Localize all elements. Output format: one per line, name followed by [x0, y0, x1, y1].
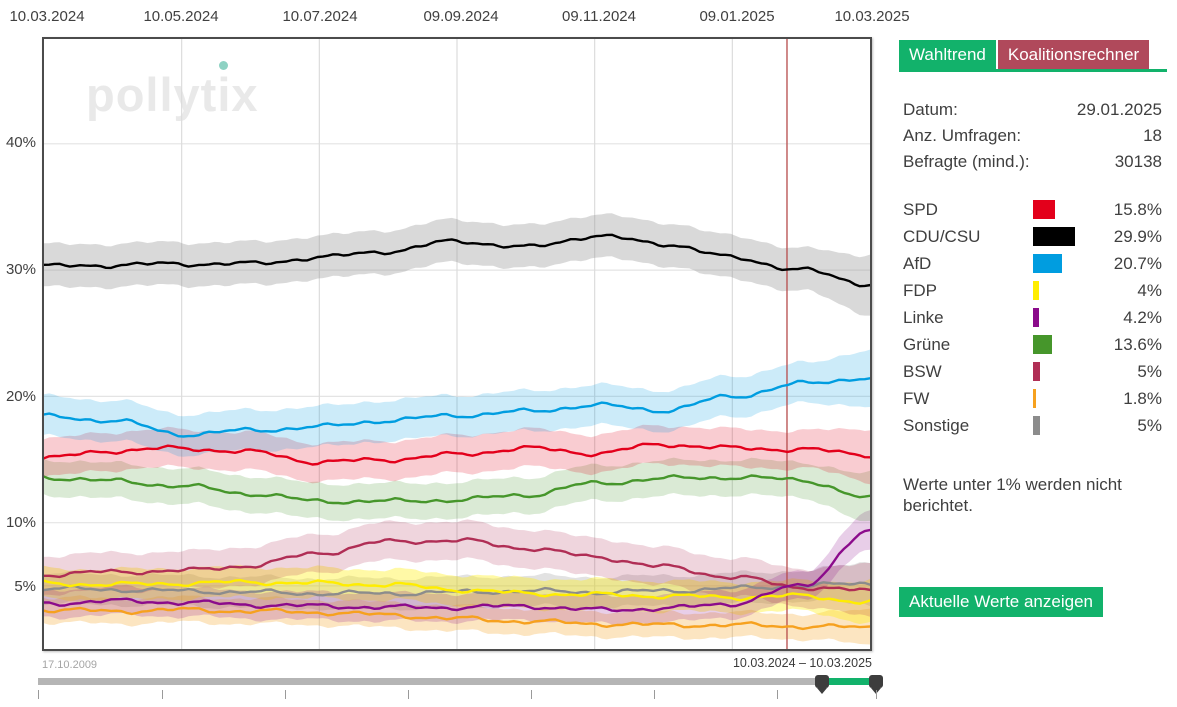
y-axis-label: 10% — [5, 514, 36, 531]
x-axis-label: 10.03.2024 — [9, 8, 85, 25]
slider-tick — [654, 690, 655, 699]
befragte-value: 30138 — [1114, 152, 1162, 171]
legend-row-bsw: BSW 5% — [903, 359, 1163, 386]
slider-tick — [162, 690, 163, 699]
slider-tick — [285, 690, 286, 699]
slider-handle-right[interactable] — [869, 675, 883, 694]
legend-row-sonstige: Sonstige 5% — [903, 413, 1163, 440]
party-color-swatch — [1033, 281, 1039, 300]
tab-koalitionsrechner[interactable]: Koalitionsrechner — [997, 40, 1150, 69]
party-name: Sonstige — [903, 416, 970, 435]
slider-tick — [408, 690, 409, 699]
trend-chart[interactable]: pollytix — [42, 37, 872, 651]
range-start-date: 17.10.2009 — [42, 659, 98, 671]
legend-row-fdp: FDP 4% — [903, 278, 1163, 305]
party-name: AfD — [903, 254, 932, 273]
party-color-swatch — [1033, 416, 1040, 435]
party-value: 5% — [1137, 416, 1162, 435]
party-value: 4.2% — [1123, 308, 1162, 327]
slider-tick — [531, 690, 532, 699]
party-name: SPD — [903, 200, 938, 219]
x-axis-label: 09.09.2024 — [423, 8, 499, 25]
legend-row-gruene: Grüne 13.6% — [903, 332, 1163, 359]
party-color-swatch — [1033, 254, 1062, 273]
party-color-swatch — [1033, 335, 1052, 354]
pollytix-watermark: pollytix — [86, 61, 259, 121]
party-value: 15.8% — [1113, 200, 1162, 219]
x-axis-label: 09.11.2024 — [562, 8, 636, 25]
umfragen-value: 18 — [1143, 126, 1162, 145]
party-name: FDP — [903, 281, 937, 300]
legend-row-spd: SPD 15.8% — [903, 197, 1163, 224]
party-name: Grüne — [903, 335, 951, 354]
logo-i-with-accent-dot: i — [217, 61, 232, 121]
reporting-note: Werte unter 1% werden nicht berichtet. — [903, 475, 1122, 515]
datum-label: Datum: — [903, 100, 958, 119]
y-axis-label: 5% — [14, 578, 36, 595]
x-axis-label: 09.01.2025 — [699, 8, 775, 25]
x-axis-label: 10.05.2024 — [143, 8, 219, 25]
time-range-slider[interactable] — [38, 675, 883, 694]
party-value: 13.6% — [1113, 335, 1162, 354]
party-value: 5% — [1137, 362, 1162, 381]
slider-tick — [876, 690, 877, 699]
x-axis-label: 10.07.2024 — [282, 8, 358, 25]
party-color-swatch — [1033, 227, 1075, 246]
party-name: FW — [903, 389, 930, 408]
party-color-swatch — [1033, 308, 1039, 327]
party-color-swatch — [1033, 200, 1055, 219]
befragte-label: Befragte (mind.): — [903, 152, 1030, 171]
slider-tick — [38, 690, 39, 699]
legend-row-afd: AfD 20.7% — [903, 251, 1163, 278]
x-axis-label: 10.03.2025 — [834, 8, 910, 25]
legend-row-cducsu: CDU/CSU 29.9% — [903, 224, 1163, 251]
info-row-datum: Datum: 29.01.2025 — [903, 100, 1163, 119]
umfragen-label: Anz. Umfragen: — [903, 126, 1022, 145]
party-value: 29.9% — [1113, 227, 1162, 246]
slider-tick — [777, 690, 778, 699]
info-row-befragte: Befragte (mind.): 30138 — [903, 152, 1163, 171]
tab-wahltrend[interactable]: Wahltrend — [899, 40, 996, 69]
party-color-swatch — [1033, 389, 1036, 408]
slider-selected-range[interactable] — [822, 678, 876, 685]
info-row-umfragen: Anz. Umfragen: 18 — [903, 126, 1163, 145]
y-axis-label: 20% — [5, 388, 36, 405]
party-value: 1.8% — [1123, 389, 1162, 408]
legend-row-fw: FW 1.8% — [903, 386, 1163, 413]
tab-underline — [899, 69, 1167, 72]
legend-row-linke: Linke 4.2% — [903, 305, 1163, 332]
y-axis-label: 30% — [5, 261, 36, 278]
party-name: CDU/CSU — [903, 227, 981, 246]
party-color-swatch — [1033, 362, 1040, 381]
tab-bar: Wahltrend Koalitionsrechner — [899, 40, 1151, 69]
party-value: 4% — [1137, 281, 1162, 300]
party-name: Linke — [903, 308, 944, 327]
party-value: 20.7% — [1113, 254, 1162, 273]
datum-value: 29.01.2025 — [1076, 100, 1162, 119]
party-name: BSW — [903, 362, 942, 381]
slider-handle-left[interactable] — [815, 675, 829, 694]
y-axis-label: 40% — [5, 134, 36, 151]
selected-range-label: 10.03.2024 – 10.03.2025 — [732, 656, 872, 670]
show-current-values-button[interactable]: Aktuelle Werte anzeigen — [899, 587, 1103, 617]
trend-lines-canvas — [42, 39, 872, 654]
